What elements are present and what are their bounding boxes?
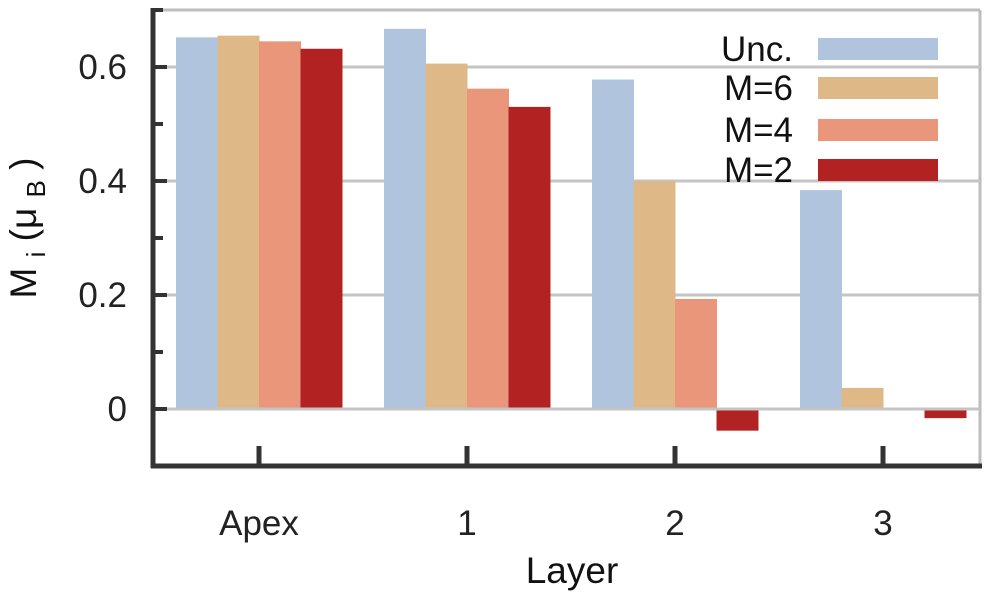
legend-label-2: M=4: [724, 111, 793, 150]
y-axis-label-sub: i: [21, 252, 51, 258]
legend-swatch-0: [818, 38, 938, 60]
bar-1-1: [425, 63, 468, 410]
legend-swatch-2: [818, 119, 938, 141]
y-axis-label-unit-open: (μ: [3, 208, 44, 242]
x-tick-label-2: 2: [665, 504, 684, 543]
bar-0-2: [592, 79, 634, 409]
legend-swatch-1: [818, 77, 938, 99]
y-tick-label-1: 0.2: [78, 276, 127, 315]
legend-label-0: Unc.: [721, 30, 793, 69]
y-axis-label: M i (μ B ): [3, 157, 53, 298]
y-ticks: 0 0.2 0.4 0.6: [78, 8, 167, 468]
y-axis-label-unit-close: ): [3, 157, 44, 169]
bar-0-3: [800, 190, 842, 409]
x-ticks: Apex 1 2 3: [219, 446, 893, 543]
bars: [176, 28, 967, 431]
y-tick-label-3: 0.6: [78, 48, 127, 87]
y-axis-label-main: M: [3, 268, 44, 299]
bar-1-0: [217, 35, 260, 410]
bar-3-1: [508, 106, 551, 410]
x-axis-label: Layer: [526, 550, 619, 591]
bar-2-1: [467, 88, 509, 409]
bar-2-0: [259, 41, 301, 409]
legend-swatch-3: [818, 159, 938, 181]
bar-0-0: [176, 37, 218, 410]
legend-label-1: M=6: [724, 69, 793, 108]
legend: Unc.M=6M=4M=2: [721, 30, 938, 190]
legend-label-3: M=2: [724, 151, 793, 190]
y-axis-label-unit-sub: B: [21, 180, 51, 197]
bar-3-0: [300, 48, 343, 409]
bar-1-3: [841, 387, 884, 409]
x-tick-label-0: Apex: [219, 504, 299, 543]
x-tick-label-3: 3: [873, 504, 892, 543]
bar-0-1: [384, 28, 426, 410]
bar-2-2: [675, 298, 717, 409]
bar-3-3: [924, 409, 967, 419]
y-tick-label-0: 0: [108, 390, 127, 429]
bar-1-2: [633, 181, 676, 409]
y-tick-label-2: 0.4: [78, 162, 127, 201]
bar-3-2: [716, 409, 759, 431]
x-tick-label-1: 1: [457, 504, 476, 543]
